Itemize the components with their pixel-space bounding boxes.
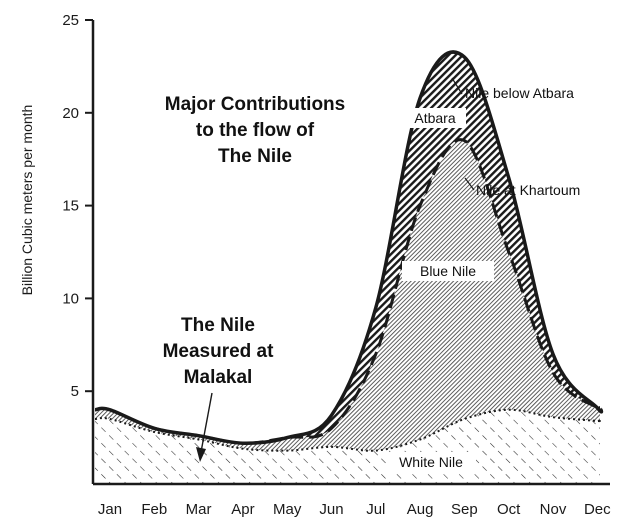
x-tick-label-mar: Mar [186, 501, 212, 518]
annotation-arrow [200, 392, 213, 453]
x-tick-label-apr: Apr [231, 501, 254, 518]
atbara-label-box [404, 108, 466, 128]
x-tick-label-aug: Aug [407, 501, 434, 518]
y-tick-label: 25 [62, 12, 79, 29]
annotation-line-1: The Nile [181, 315, 255, 336]
x-tick-label-jul: Jul [366, 501, 385, 518]
x-tick-label-oct: Oct [497, 501, 521, 518]
area-atbara [95, 52, 602, 444]
y-tick-label: 15 [62, 198, 79, 215]
blue-nile-label-box [402, 261, 494, 281]
y-tick-label: 20 [62, 105, 79, 122]
x-tick-label-dec: Dec [584, 501, 611, 518]
annotation-arrowhead [196, 447, 206, 462]
leader-nile-below-atbara [451, 77, 463, 95]
chart-title-line-3: The Nile [218, 146, 292, 167]
x-tick-label-feb: Feb [141, 501, 167, 518]
x-tick-label-may: May [273, 501, 302, 518]
series-label-nile-at-khartoum: Nile at Khartoum [476, 182, 580, 198]
area-label-white-nile: White Nile [399, 454, 463, 470]
y-axis-title: Billion Cubic meters per month [19, 105, 35, 296]
y-tick-label: 5 [71, 383, 79, 400]
area-label-blue-nile: Blue Nile [420, 263, 476, 279]
line-white-nile [94, 408, 603, 452]
x-tick-label-jun: Jun [319, 501, 343, 518]
area-blue-nile [95, 139, 602, 451]
annotation-line-3: Malakal [184, 367, 253, 388]
leader-nile-at-khartoum [464, 177, 475, 191]
chart-title-line-1: Major Contributions [165, 94, 345, 115]
x-tick-label-jan: Jan [98, 501, 122, 518]
x-tick-label-sep: Sep [451, 501, 478, 518]
series-label-nile-below-atbara: Nile below Atbara [465, 85, 574, 101]
y-tick-label: 10 [62, 290, 79, 307]
white-nile-label-box [386, 452, 476, 472]
annotation-line-2: Measured at [163, 341, 275, 362]
area-label-atbara: Atbara [414, 110, 455, 126]
line-nile-below-atbara [94, 50, 604, 445]
x-tick-label-nov: Nov [540, 501, 567, 518]
chart-title-line-2: to the flow of [196, 120, 315, 141]
